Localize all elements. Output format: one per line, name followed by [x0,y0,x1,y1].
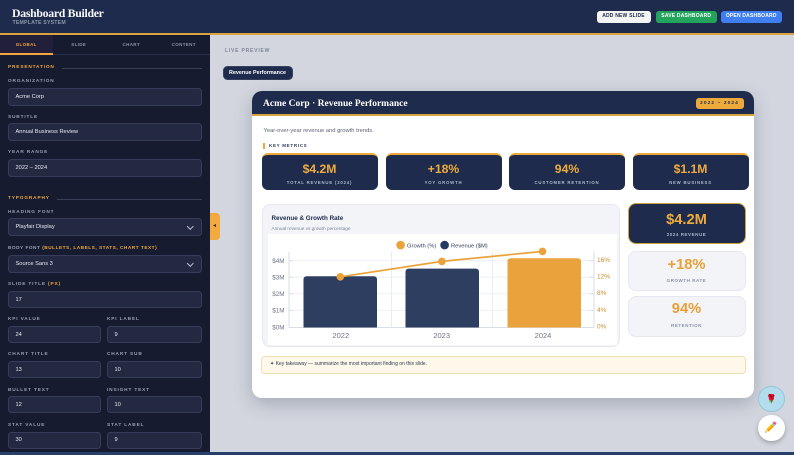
svg-text:Revenue ($M): Revenue ($M) [451,244,488,250]
svg-text:4%: 4% [597,307,607,314]
svg-text:0%: 0% [597,323,607,330]
svg-text:Growth (%): Growth (%) [407,244,436,250]
svg-text:8%: 8% [597,290,607,297]
svg-text:$1M: $1M [272,308,284,315]
svg-text:$3M: $3M [272,275,284,282]
svg-text:2022: 2022 [332,331,349,340]
svg-text:2023: 2023 [433,331,450,340]
svg-text:16%: 16% [597,257,610,264]
svg-text:$0M: $0M [272,324,284,331]
svg-text:$2M: $2M [272,291,284,298]
svg-text:12%: 12% [597,274,610,281]
svg-text:$4M: $4M [272,258,284,265]
svg-text:2024: 2024 [534,331,551,340]
